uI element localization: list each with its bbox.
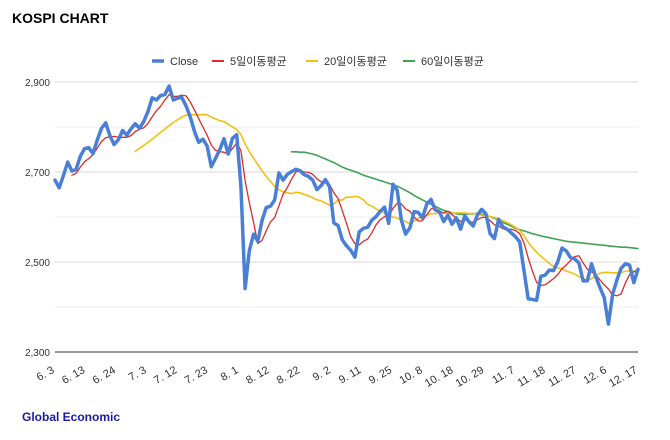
source-label: Global Economic — [22, 410, 121, 424]
y-tick-label: 2,500 — [25, 258, 50, 269]
x-tick-label: 11. 7 — [490, 364, 516, 386]
x-tick-label: 12. 6 — [582, 364, 609, 387]
x-tick-label: 12. 17 — [607, 364, 639, 390]
x-tick-label: 10. 8 — [398, 364, 425, 387]
chart-title: KOSPI CHART — [12, 10, 109, 26]
legend-label: 20일이동평균 — [324, 54, 387, 68]
x-tick-label: 6. 13 — [60, 364, 87, 387]
x-tick-label: 7. 12 — [152, 364, 179, 387]
x-tick-label: 8. 12 — [244, 364, 271, 387]
x-axis: 6. 3 6. 13 6. 24 7. 3 7. 12 7. 23 8. 1 8. 12 8. … — [35, 364, 640, 390]
y-axis: 2,300 2,500 2,700 2,900 — [25, 78, 50, 359]
legend-label: Close — [170, 56, 198, 68]
x-tick-label: 9. 25 — [367, 364, 394, 387]
y-tick-label: 2,300 — [25, 348, 50, 359]
x-tick-label: 10. 18 — [423, 364, 455, 390]
series-line-3 — [290, 151, 639, 250]
series-line-0 — [53, 84, 640, 326]
gridlines — [55, 81, 638, 353]
legend: Close 5일이동평균 20일이동평균 60일이동평균 — [152, 54, 484, 68]
x-tick-label: 9. 2 — [311, 364, 333, 384]
x-tick-label: 8. 22 — [275, 364, 302, 387]
x-tick-label: 7. 23 — [183, 364, 210, 387]
series-line-1 — [71, 93, 639, 297]
series-lines — [53, 84, 640, 326]
x-tick-label: 11. 27 — [546, 364, 578, 389]
y-tick-label: 2,900 — [25, 78, 50, 89]
x-tick-label: 10. 29 — [454, 364, 486, 390]
x-tick-label: 6. 24 — [91, 364, 118, 387]
x-tick-label: 8. 1 — [219, 364, 241, 384]
legend-label: 60일이동평균 — [421, 54, 484, 68]
y-tick-label: 2,700 — [25, 168, 50, 179]
x-tick-label: 6. 3 — [35, 364, 57, 384]
series-line-2 — [134, 113, 639, 282]
x-tick-label: 11. 18 — [516, 364, 548, 389]
legend-label: 5일이동평균 — [230, 54, 287, 68]
x-tick-label: 7. 3 — [127, 364, 149, 384]
x-tick-label: 9. 11 — [337, 364, 363, 386]
